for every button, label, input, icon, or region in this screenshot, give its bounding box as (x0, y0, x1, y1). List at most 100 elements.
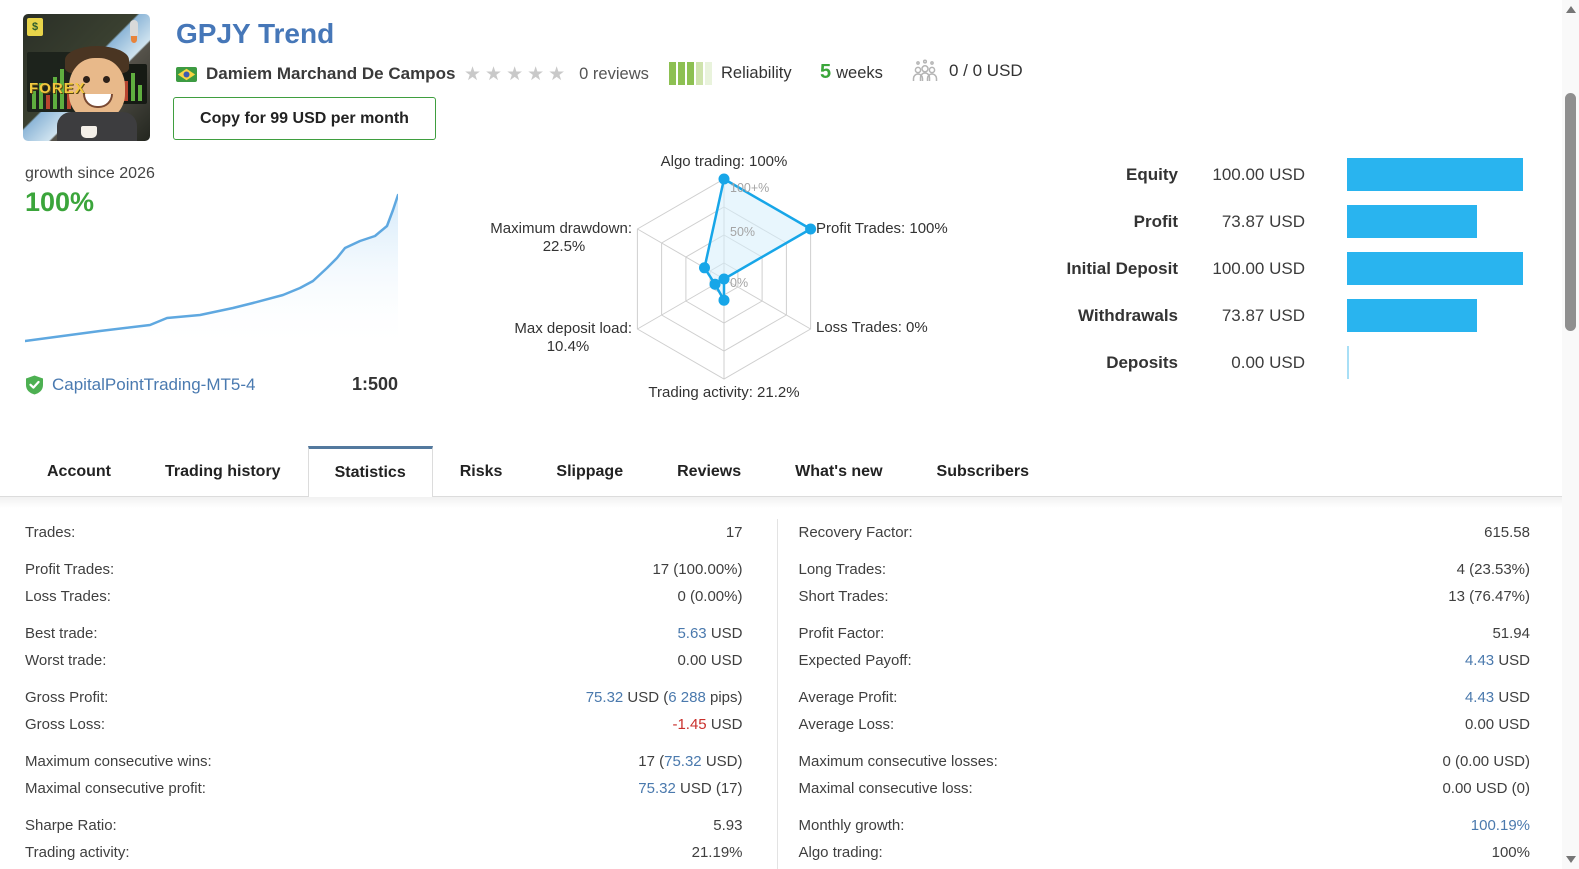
tab-reviews[interactable]: Reviews (677, 463, 742, 480)
balance-value: 0.00 USD (1231, 352, 1305, 372)
avatar-eye (83, 76, 90, 83)
balance-bar-track (1347, 158, 1525, 191)
stat-value: 13 (76.47%) (1448, 588, 1530, 605)
tab-bar: Account Trading history Statistics Risks Sli… (20, 446, 1056, 497)
stat-value: 0.00 USD (1464, 716, 1530, 733)
stat-label: Average Loss: (798, 716, 895, 733)
stat-label: Maximum consecutive losses: (798, 753, 998, 770)
broker-account-link[interactable]: CapitalPointTrading-MT5-4 (52, 374, 256, 394)
growth-value: 100% (25, 187, 95, 217)
stat-group: Long Trades: 4 (23.53%) Short Trades: 13 (7… (799, 556, 1531, 610)
balance-row-deposits: Deposits 0.00 USD (1008, 339, 1525, 386)
radar-label-maximum-drawdown-value: 22.5% (543, 238, 586, 255)
distribution-radar-chart: 100+% 50% 0% Algo trading: 100% Profit T… (490, 153, 948, 401)
reliability-bar-5 (705, 62, 712, 85)
stat-row-recovery-factor: Recovery Factor: 615.58 (799, 519, 1531, 546)
stat-group: Profit Factor: 51.94 Expected Payoff: 4.43 … (799, 620, 1531, 674)
balance-bar (1347, 252, 1523, 285)
balance-bar-track (1347, 252, 1525, 285)
scrollbar-thumb[interactable] (1565, 93, 1576, 331)
radar-ring-label-100: 100+% (730, 181, 769, 195)
stat-row-sharpe-ratio: Sharpe Ratio: 5.93 (25, 812, 743, 839)
avatar-face (69, 58, 125, 120)
statistics-section: Trades: 17 Profit Trades: 17 (100.00%) Loss … (25, 519, 1530, 869)
balance-bar (1347, 299, 1477, 332)
stat-value: 0 (0.00 USD) (1442, 753, 1530, 770)
subscribers-summary: 0 / 0 USD (911, 59, 1023, 83)
tab-risks[interactable]: Risks (459, 463, 503, 480)
avatar-eye (103, 76, 110, 83)
avatar-shirt (57, 112, 137, 141)
stat-value: 17 (75.32 USD) (638, 753, 743, 770)
stat-value: 0.00 USD (677, 652, 743, 669)
stat-label: Maximal consecutive profit: (25, 780, 206, 797)
tab-account[interactable]: Account (47, 463, 111, 480)
scroll-down-arrow-icon[interactable] (1566, 856, 1576, 863)
stat-value: 5.93 (713, 817, 743, 834)
stat-value: 0 (0.00%) (677, 588, 743, 605)
stat-label: Trading activity: (25, 844, 130, 861)
balance-bar-track (1347, 299, 1525, 332)
tab-trading-history[interactable]: Trading history (165, 463, 281, 480)
tab-slippage[interactable]: Slippage (556, 463, 624, 480)
stat-row-long-trades: Long Trades: 4 (23.53%) (799, 556, 1531, 583)
reliability-meter: Reliability (669, 62, 792, 85)
stat-value: 0.00 USD (0) (1442, 780, 1530, 797)
stat-row-worst-trade: Worst trade: 0.00 USD (25, 647, 743, 674)
balance-bar-track (1347, 346, 1525, 379)
stat-value: 51.94 (1492, 625, 1530, 642)
radar-label-profit-trades: Profit Trades: 100% (816, 220, 948, 237)
stat-value: 75.32 USD (17) (638, 780, 743, 797)
stat-group: Sharpe Ratio: 5.93 Trading activity: 21.19% (25, 812, 743, 866)
rating-widget[interactable]: ★★★★★ 0 reviews (464, 63, 649, 86)
stat-label: Profit Trades: (25, 561, 115, 578)
tab-what-s-new[interactable]: What's new (795, 463, 883, 480)
signal-avatar-image: $ FOREX (23, 14, 150, 141)
stat-label: Gross Profit: (25, 689, 109, 706)
stat-value: -1.45 USD (672, 716, 743, 733)
stat-label: Loss Trades: (25, 588, 111, 605)
stat-group: Gross Profit: 75.32 USD (6 288 pips) Gross… (25, 684, 743, 738)
tabs-divider (0, 496, 1562, 497)
radar-label-trading-activity: Trading activity: 21.2% (648, 384, 799, 401)
copy-signal-button[interactable]: Copy for 99 USD per month (173, 97, 436, 140)
reviews-link[interactable]: 0 reviews (579, 65, 649, 83)
stat-label: Trades: (25, 524, 76, 541)
balance-panel: Equity 100.00 USD Profit 73.87 USD Initial D… (1008, 151, 1525, 386)
stat-label: Worst trade: (25, 652, 107, 669)
author-name-link[interactable]: Damiem Marchand De Campos (206, 64, 456, 83)
stat-row-trades: Trades: 17 (25, 519, 743, 546)
star-icons: ★★★★★ (464, 64, 570, 85)
stat-label: Profit Factor: (798, 625, 885, 642)
stat-label: Algo trading: (798, 844, 883, 861)
radar-ring-label-0: 0% (730, 276, 748, 290)
stat-label: Sharpe Ratio: (25, 817, 117, 834)
stat-label: Monthly growth: (798, 817, 905, 834)
subscribers-value: 0 / 0 USD (949, 61, 1023, 80)
radar-label-max-deposit-load: Max deposit load: (514, 320, 632, 337)
stat-group: Profit Trades: 17 (100.00%) Loss Trades: 0 … (25, 556, 743, 610)
stat-row-loss-trades: Loss Trades: 0 (0.00%) (25, 583, 743, 610)
stat-row-profit-trades: Profit Trades: 17 (100.00%) (25, 556, 743, 583)
weeks-value: 5 (820, 61, 832, 83)
reliability-bar-1 (669, 62, 676, 85)
vertical-scrollbar[interactable] (1562, 0, 1579, 869)
growth-line-chart (25, 193, 398, 350)
leverage-value: 1:500 (351, 374, 398, 394)
balance-bar (1347, 158, 1523, 191)
tab-subscribers[interactable]: Subscribers (936, 463, 1030, 480)
stat-row-maximal-consecutive-loss: Maximal consecutive loss: 0.00 USD (0) (799, 775, 1531, 802)
stat-label: Recovery Factor: (798, 524, 913, 541)
statistics-column-divider (777, 519, 778, 869)
tabs-shadow (0, 497, 1562, 508)
scroll-up-arrow-icon[interactable] (1566, 6, 1576, 13)
stat-value: 615.58 (1484, 524, 1530, 541)
stat-row-trading-activity: Trading activity: 21.19% (25, 839, 743, 866)
stat-label: Long Trades: (798, 561, 887, 578)
radar-label-max-deposit-load-value: 10.4% (547, 338, 590, 355)
reliability-bars-icon (669, 62, 712, 85)
tab-statistics[interactable]: Statistics (307, 446, 433, 497)
balance-row-initial-deposit: Initial Deposit 100.00 USD (1008, 245, 1525, 292)
balance-bar (1347, 205, 1477, 238)
stat-group: Recovery Factor: 615.58 (799, 519, 1531, 546)
